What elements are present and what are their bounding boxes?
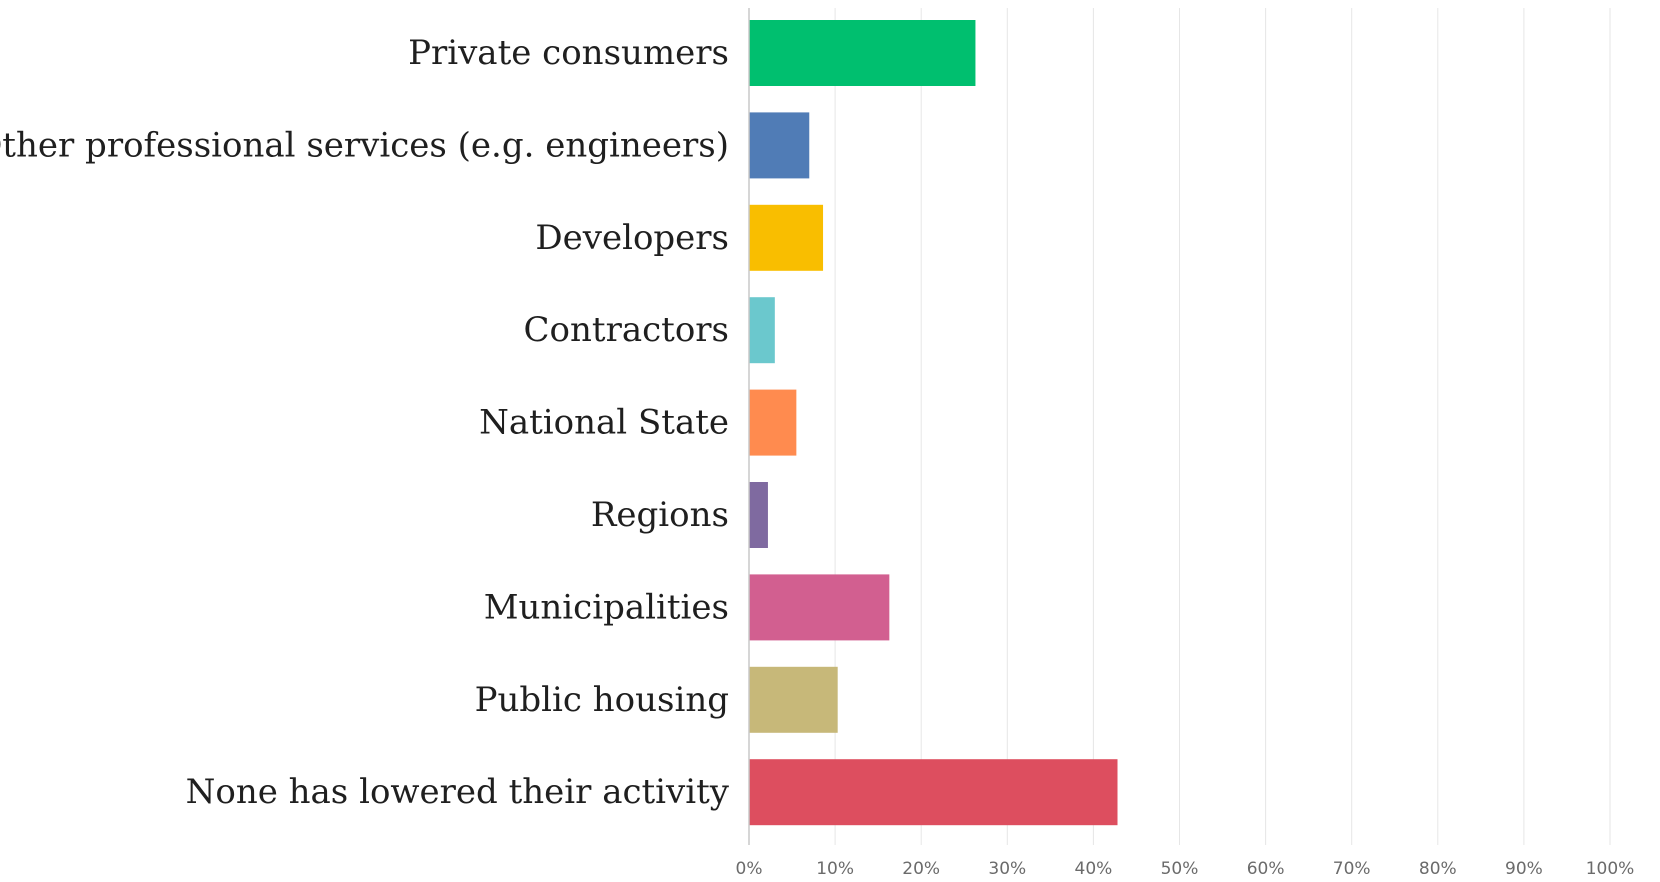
bar: [749, 112, 810, 179]
grid-lines: [834, 8, 1611, 845]
category-label: None has lowered their activity: [186, 772, 730, 812]
bar: [749, 20, 976, 86]
bar: [749, 666, 838, 733]
bar: [749, 759, 1118, 826]
x-axis-tick-labels: 0% 10% 20% 30% 40% 50% 60% 70% 80% 90% 100%: [736, 859, 1635, 879]
category-label: Public housing: [475, 680, 729, 720]
x-tick-label: 10%: [816, 859, 854, 879]
bar: [749, 389, 797, 456]
bars: [749, 20, 1118, 826]
category-label: Private consumers: [408, 33, 729, 73]
category-labels: Private consumers Other professional serv…: [0, 33, 730, 812]
category-label: National State: [479, 403, 729, 443]
bar: [749, 482, 768, 548]
bar: [749, 297, 775, 364]
x-tick-label: 50%: [1161, 859, 1199, 879]
category-label: Municipalities: [484, 587, 729, 627]
x-tick-label: 70%: [1333, 859, 1371, 879]
category-label: Other professional services (e.g. engine…: [0, 125, 729, 165]
x-tick-label: 30%: [988, 859, 1026, 879]
x-tick-label: 100%: [1586, 859, 1635, 879]
x-tick-label: 20%: [902, 859, 940, 879]
bar: [749, 574, 890, 641]
category-label: Developers: [535, 218, 729, 258]
x-tick-label: 80%: [1419, 859, 1457, 879]
category-label: Contractors: [524, 310, 729, 350]
x-tick-label: 40%: [1075, 859, 1113, 879]
category-label: Regions: [591, 495, 729, 535]
x-tick-label: 90%: [1505, 859, 1543, 879]
bar: [749, 204, 824, 271]
x-tick-label: 60%: [1247, 859, 1285, 879]
x-tick-label: 0%: [736, 859, 763, 879]
